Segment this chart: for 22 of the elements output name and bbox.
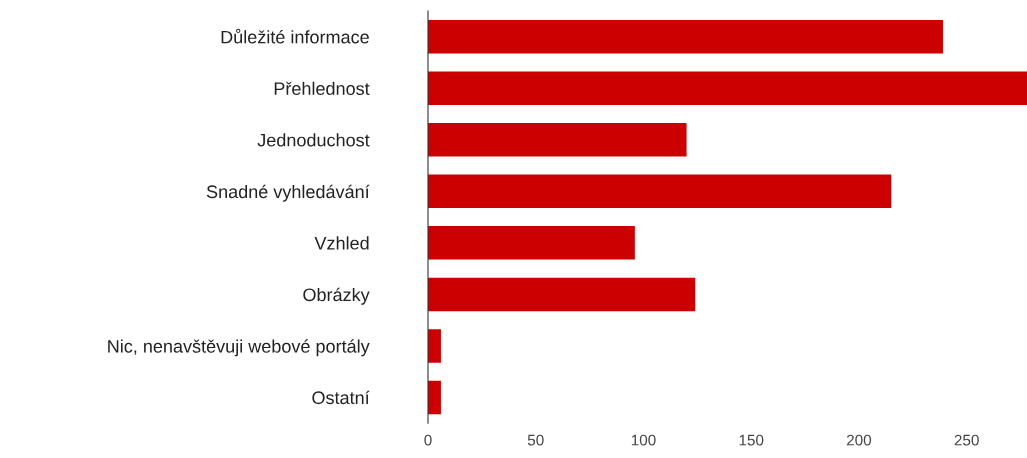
x-tick-label: 50 <box>527 434 544 446</box>
y-tick-label: Nic, nenavštěvuji webové portály <box>108 339 370 357</box>
bar <box>428 380 441 415</box>
bar <box>428 174 892 209</box>
x-tick-label: 150 <box>739 434 764 446</box>
x-tick-label: 100 <box>631 434 656 446</box>
x-tick-label: 200 <box>846 434 872 446</box>
bar <box>428 277 696 312</box>
x-tick-label: 250 <box>954 434 979 446</box>
y-tick-label: Vzhled <box>314 236 369 250</box>
y-tick-label: Přehlednost <box>274 81 370 95</box>
bar <box>428 71 1027 106</box>
y-tick-label: Ostatní <box>312 390 370 405</box>
y-tick-label: Snadné vyhledávání <box>206 184 370 202</box>
y-tick-label: Jednoduchost <box>257 133 370 147</box>
y-tick-label: Důležité informace <box>221 28 369 44</box>
bar <box>428 20 943 54</box>
x-tick-label: 0 <box>424 434 432 446</box>
bar <box>428 329 441 363</box>
y-tick-label: Obrázky <box>303 287 370 305</box>
bar <box>428 123 687 157</box>
bar <box>428 226 635 260</box>
